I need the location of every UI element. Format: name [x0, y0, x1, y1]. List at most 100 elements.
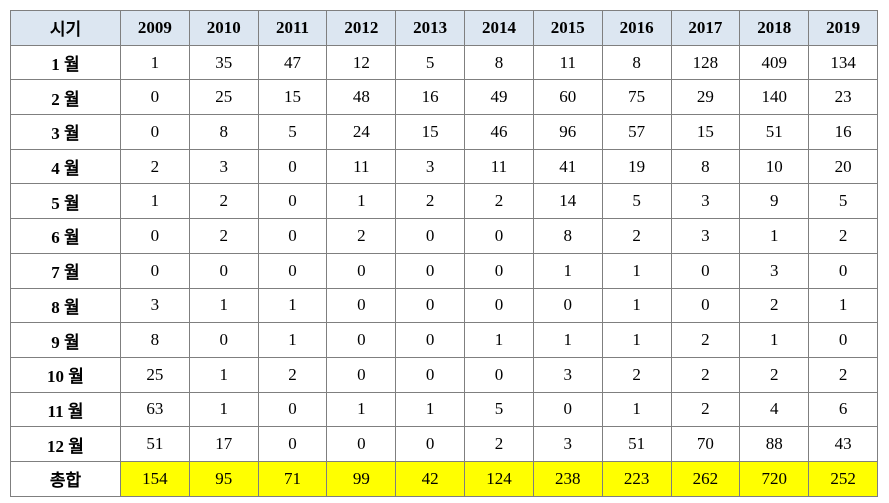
value-cell: 0: [395, 356, 466, 393]
value-cell: 9: [739, 183, 810, 220]
value-cell: 19: [601, 148, 672, 185]
value-cell: 15: [257, 79, 328, 116]
value-cell: 0: [120, 252, 190, 289]
header-row: 시기 2009 2010 2011 2012 2013 2014 2015 2016 2017 20…: [10, 10, 878, 46]
value-cell: 3: [670, 218, 741, 254]
value-cell: 63: [120, 391, 190, 428]
row-label: 6 월: [10, 218, 121, 254]
value-cell: 0: [120, 79, 190, 116]
value-cell: 48: [326, 79, 397, 116]
header-cell: 2010: [188, 10, 259, 46]
value-cell: 1: [532, 252, 603, 289]
value-cell: 51: [601, 426, 672, 462]
value-cell: 0: [670, 252, 741, 289]
header-cell: 2017: [670, 10, 741, 46]
value-cell: 3: [532, 356, 603, 393]
value-cell: 0: [532, 287, 603, 324]
value-cell: 46: [464, 114, 534, 150]
value-cell: 8: [532, 218, 603, 254]
value-cell: 1: [257, 322, 328, 358]
value-cell: 2: [808, 356, 878, 393]
value-cell: 1: [739, 218, 810, 254]
value-cell: 5: [395, 44, 466, 81]
value-cell: 1: [464, 322, 534, 358]
data-row: 4 월 2 3 0 11 3 11 41 19 8 10 20: [10, 148, 878, 185]
value-cell: 47: [257, 44, 328, 81]
value-cell: 0: [326, 322, 397, 358]
value-cell: 0: [257, 391, 328, 428]
value-cell: 1: [601, 391, 672, 428]
value-cell: 29: [670, 79, 741, 116]
value-cell: 1: [188, 391, 259, 428]
header-cell: 2012: [326, 10, 397, 46]
value-cell: 2: [739, 287, 810, 324]
row-label: 총합: [10, 460, 121, 497]
value-cell: 25: [120, 356, 190, 393]
value-cell: 154: [120, 460, 190, 497]
value-cell: 23: [808, 79, 878, 116]
value-cell: 0: [257, 252, 328, 289]
value-cell: 0: [326, 287, 397, 324]
value-cell: 5: [601, 183, 672, 220]
value-cell: 2: [464, 426, 534, 462]
value-cell: 75: [601, 79, 672, 116]
value-cell: 720: [739, 460, 810, 497]
value-cell: 10: [739, 148, 810, 185]
value-cell: 0: [395, 322, 466, 358]
value-cell: 0: [670, 287, 741, 324]
data-row: 5 월 1 2 0 1 2 2 14 5 3 9 5: [10, 183, 878, 220]
value-cell: 1: [120, 44, 190, 81]
total-row: 총합 154 95 71 99 42 124 238 223 262 720 252: [10, 460, 878, 497]
value-cell: 0: [808, 252, 878, 289]
row-label: 5 월: [10, 183, 121, 220]
value-cell: 2: [739, 356, 810, 393]
data-row: 12 월 51 17 0 0 0 2 3 51 70 88 43: [10, 426, 878, 462]
value-cell: 252: [808, 460, 878, 497]
value-cell: 60: [532, 79, 603, 116]
value-cell: 0: [395, 218, 466, 254]
value-cell: 1: [257, 287, 328, 324]
value-cell: 5: [257, 114, 328, 150]
value-cell: 0: [808, 322, 878, 358]
value-cell: 99: [326, 460, 397, 497]
header-cell: 2018: [739, 10, 810, 46]
value-cell: 0: [120, 114, 190, 150]
value-cell: 2: [188, 183, 259, 220]
value-cell: 0: [326, 252, 397, 289]
value-cell: 0: [257, 426, 328, 462]
value-cell: 1: [395, 391, 466, 428]
value-cell: 1: [326, 391, 397, 428]
header-cell: 2016: [601, 10, 672, 46]
value-cell: 124: [464, 460, 534, 497]
value-cell: 8: [464, 44, 534, 81]
value-cell: 0: [326, 356, 397, 393]
row-label: 10 월: [10, 356, 121, 393]
value-cell: 4: [739, 391, 810, 428]
value-cell: 96: [532, 114, 603, 150]
value-cell: 88: [739, 426, 810, 462]
value-cell: 0: [464, 356, 534, 393]
value-cell: 1: [188, 356, 259, 393]
value-cell: 25: [188, 79, 259, 116]
value-cell: 1: [532, 322, 603, 358]
value-cell: 1: [739, 322, 810, 358]
value-cell: 2: [670, 356, 741, 393]
value-cell: 0: [395, 426, 466, 462]
value-cell: 0: [188, 252, 259, 289]
value-cell: 8: [188, 114, 259, 150]
value-cell: 43: [808, 426, 878, 462]
value-cell: 0: [395, 287, 466, 324]
value-cell: 2: [326, 218, 397, 254]
header-cell: 2011: [257, 10, 328, 46]
table-wrapper: 시기 2009 2010 2011 2012 2013 2014 2015 2016 2017 20…: [10, 10, 878, 497]
value-cell: 3: [739, 252, 810, 289]
value-cell: 0: [120, 218, 190, 254]
data-row: 10 월 25 1 2 0 0 0 3 2 2 2 2: [10, 356, 878, 393]
row-label: 3 월: [10, 114, 121, 150]
header-cell: 2019: [808, 10, 878, 46]
value-cell: 11: [326, 148, 397, 185]
